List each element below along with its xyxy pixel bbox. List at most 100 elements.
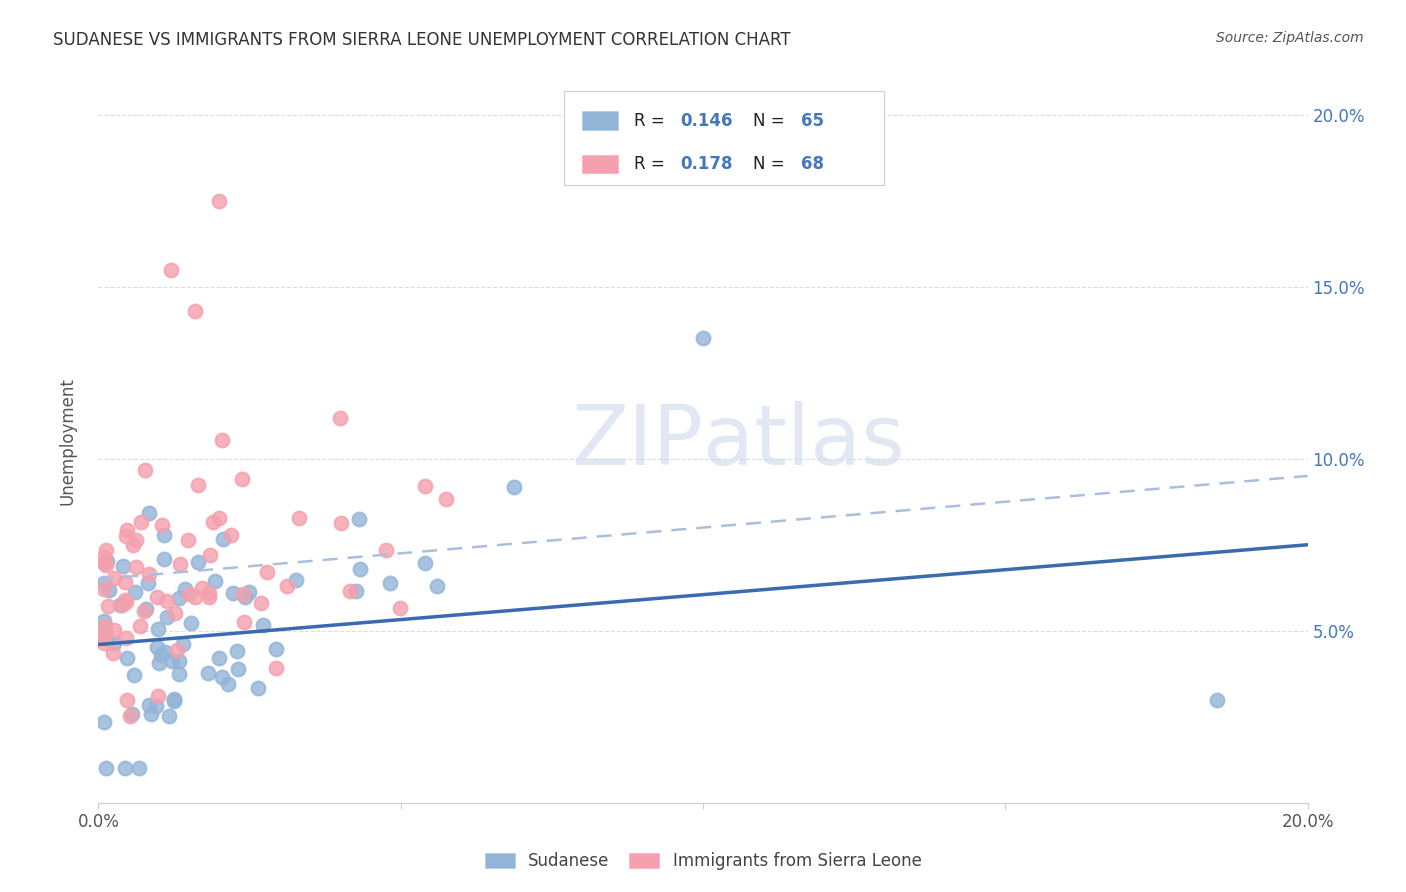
Immigrants from Sierra Leone: [200, 549, 222, 563]
Sudanese: [128, 761, 150, 775]
FancyBboxPatch shape: [564, 91, 884, 185]
Sudanese: [235, 591, 257, 605]
Immigrants from Sierra Leone: [202, 515, 225, 529]
Immigrants from Sierra Leone: [93, 625, 115, 640]
Sudanese: [96, 632, 118, 647]
Immigrants from Sierra Leone: [208, 194, 231, 208]
Immigrants from Sierra Leone: [329, 410, 352, 425]
Text: 0.178: 0.178: [681, 155, 733, 173]
Sudanese: [136, 575, 159, 590]
Sudanese: [121, 707, 143, 722]
Sudanese: [114, 761, 136, 775]
Immigrants from Sierra Leone: [183, 590, 205, 604]
Immigrants from Sierra Leone: [114, 595, 136, 609]
Immigrants from Sierra Leone: [93, 556, 115, 570]
Sudanese: [378, 575, 401, 590]
Sudanese: [94, 761, 117, 775]
Immigrants from Sierra Leone: [197, 586, 219, 600]
Immigrants from Sierra Leone: [179, 587, 201, 601]
Immigrants from Sierra Leone: [191, 581, 214, 595]
Immigrants from Sierra Leone: [187, 478, 209, 492]
Sudanese: [187, 555, 209, 569]
Sudanese: [246, 681, 269, 695]
Immigrants from Sierra Leone: [124, 533, 146, 547]
Immigrants from Sierra Leone: [197, 590, 219, 604]
Immigrants from Sierra Leone: [330, 516, 353, 530]
Sudanese: [502, 480, 524, 494]
Immigrants from Sierra Leone: [256, 565, 278, 579]
Sudanese: [285, 573, 308, 587]
Text: ZIP: ZIP: [571, 401, 703, 482]
Immigrants from Sierra Leone: [125, 559, 148, 574]
Sudanese: [208, 651, 231, 665]
Sudanese: [138, 506, 160, 520]
Sudanese: [180, 616, 202, 631]
Sudanese: [153, 528, 176, 542]
Sudanese: [163, 693, 186, 707]
Sudanese: [238, 585, 260, 599]
Sudanese: [197, 666, 219, 681]
Immigrants from Sierra Leone: [160, 262, 183, 277]
Sudanese: [226, 662, 249, 676]
Immigrants from Sierra Leone: [132, 604, 155, 618]
Immigrants from Sierra Leone: [115, 523, 138, 537]
Immigrants from Sierra Leone: [94, 558, 117, 573]
Sudanese: [252, 618, 274, 632]
Sudanese: [139, 706, 162, 721]
Immigrants from Sierra Leone: [114, 592, 136, 607]
Immigrants from Sierra Leone: [339, 583, 361, 598]
Immigrants from Sierra Leone: [249, 596, 271, 610]
Immigrants from Sierra Leone: [184, 303, 207, 318]
Sudanese: [93, 614, 115, 628]
Immigrants from Sierra Leone: [94, 618, 117, 632]
Immigrants from Sierra Leone: [93, 631, 115, 645]
Sudanese: [160, 654, 183, 668]
Legend: Sudanese, Immigrants from Sierra Leone: Sudanese, Immigrants from Sierra Leone: [478, 846, 928, 877]
Immigrants from Sierra Leone: [177, 533, 200, 547]
Sudanese: [217, 676, 239, 690]
Sudanese: [96, 554, 118, 568]
Immigrants from Sierra Leone: [128, 619, 150, 633]
Immigrants from Sierra Leone: [94, 543, 117, 558]
Immigrants from Sierra Leone: [134, 463, 156, 477]
Sudanese: [148, 656, 170, 670]
Text: N =: N =: [752, 112, 789, 129]
Immigrants from Sierra Leone: [131, 515, 153, 529]
Text: 68: 68: [801, 155, 824, 173]
Text: Source: ZipAtlas.com: Source: ZipAtlas.com: [1216, 31, 1364, 45]
Sudanese: [155, 645, 177, 659]
Text: R =: R =: [634, 155, 671, 173]
Sudanese: [344, 584, 367, 599]
Y-axis label: Unemployment: Unemployment: [59, 377, 77, 506]
Sudanese: [145, 699, 167, 714]
Text: 0.146: 0.146: [681, 112, 733, 129]
Sudanese: [349, 512, 371, 526]
Sudanese: [138, 698, 160, 712]
Immigrants from Sierra Leone: [93, 549, 115, 564]
Sudanese: [97, 582, 120, 597]
Sudanese: [264, 642, 287, 657]
Sudanese: [1206, 692, 1229, 706]
Immigrants from Sierra Leone: [121, 538, 143, 552]
Immigrants from Sierra Leone: [115, 529, 138, 543]
Sudanese: [349, 562, 371, 576]
Immigrants from Sierra Leone: [93, 582, 115, 596]
Immigrants from Sierra Leone: [115, 693, 138, 707]
Immigrants from Sierra Leone: [388, 601, 411, 615]
Immigrants from Sierra Leone: [97, 599, 120, 613]
Sudanese: [225, 643, 247, 657]
Sudanese: [124, 584, 146, 599]
Sudanese: [93, 576, 115, 591]
Immigrants from Sierra Leone: [103, 623, 125, 637]
Immigrants from Sierra Leone: [111, 599, 134, 613]
Immigrants from Sierra Leone: [146, 690, 169, 704]
Bar: [582, 112, 619, 130]
Immigrants from Sierra Leone: [231, 472, 253, 486]
Sudanese: [157, 708, 180, 723]
Text: R =: R =: [634, 112, 671, 129]
Immigrants from Sierra Leone: [146, 590, 169, 604]
Immigrants from Sierra Leone: [211, 433, 233, 447]
Immigrants from Sierra Leone: [232, 615, 254, 629]
Sudanese: [413, 556, 436, 570]
Immigrants from Sierra Leone: [276, 579, 298, 593]
